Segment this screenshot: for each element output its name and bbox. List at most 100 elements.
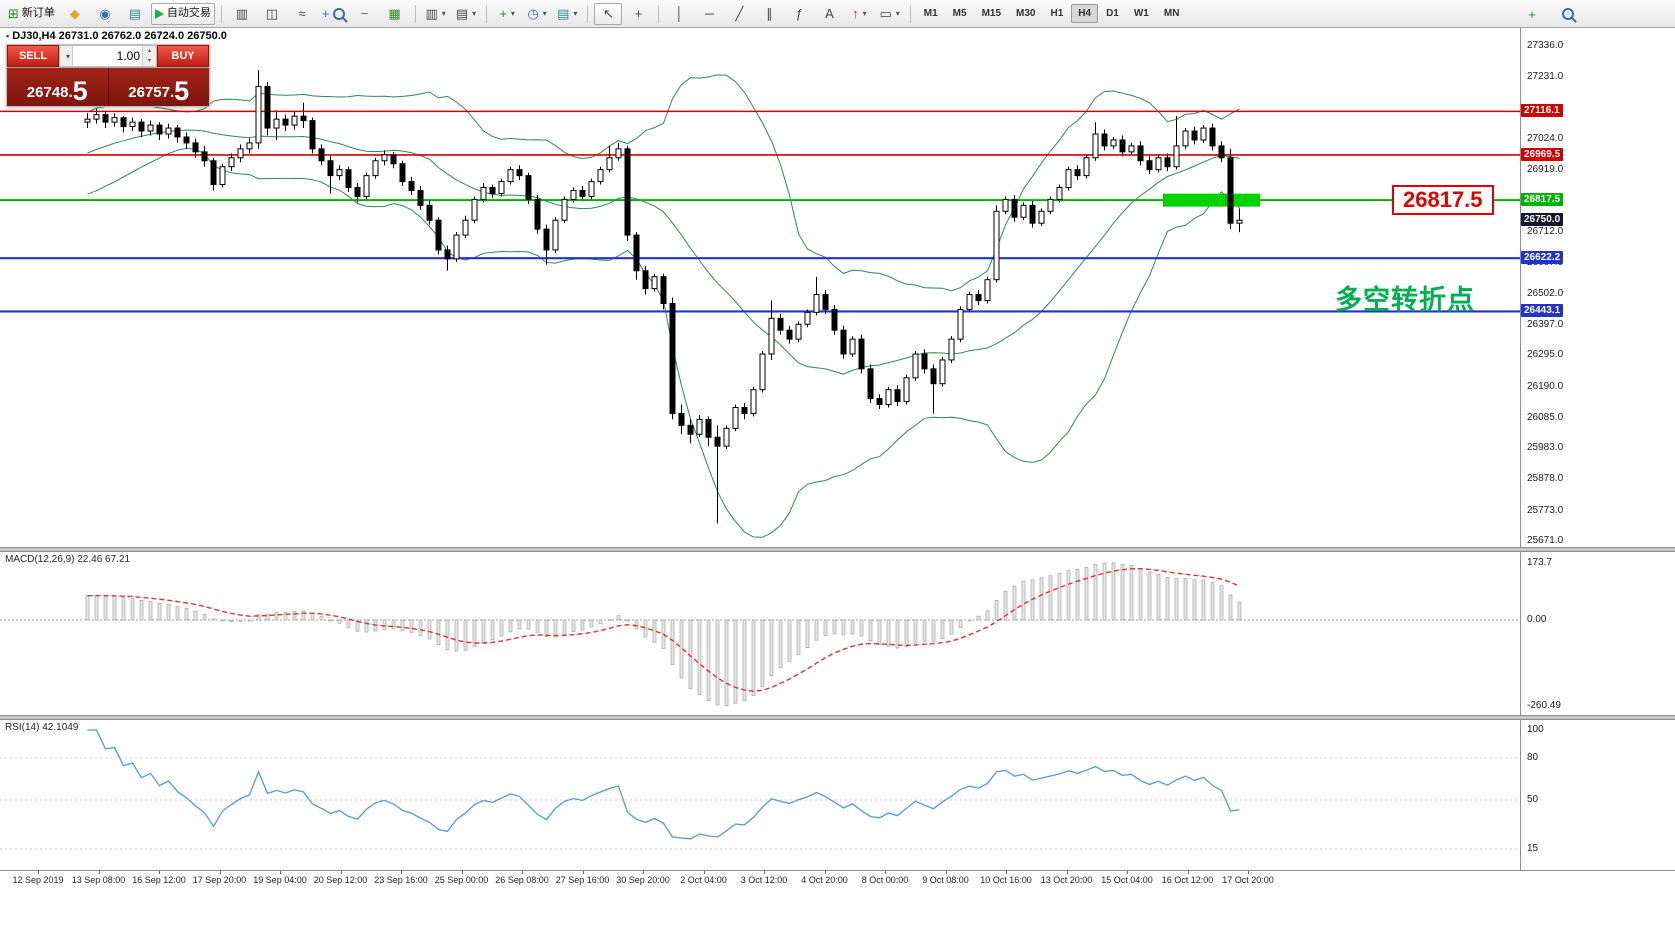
new-chart-icon: ▥ [425,6,438,21]
text-tool-button[interactable]: A [815,3,843,25]
date-label: 2 Oct 04:00 [680,875,727,885]
price-axis-label: 25773.0 [1527,504,1564,516]
macd-axis-label: -260.49 [1527,700,1561,711]
timeframe-group: M1 M5 M15 M30 H1 H4 D1 W1 MN [917,4,1187,23]
buy-price[interactable]: 26757. 5 [108,68,209,106]
plus-icon: + [1528,6,1536,22]
indicators-button[interactable]: + ▾ [499,6,515,21]
candlestick-icon: ◫ [265,6,279,21]
date-tick [401,871,402,874]
vertical-line-button[interactable]: │ [665,3,693,25]
clock-icon: ◷ [527,6,539,21]
timeframe-m30[interactable]: M30 [1016,8,1036,19]
macd-label: MACD(12,26,9) 22.46 67.21 [5,554,131,565]
sell-price[interactable]: 26748. 5 [7,68,109,106]
timeframe-m5[interactable]: M5 [952,8,967,19]
candlestick-chart[interactable] [0,28,1520,547]
date-label: 16 Sep 12:00 [132,875,186,885]
fibonacci-icon: ƒ [795,6,804,21]
date-label: 23 Sep 16:00 [374,875,428,885]
channel-icon: ∥ [766,6,773,21]
macd-chart[interactable] [0,552,1520,715]
panel-divider[interactable] [0,715,1675,720]
timeframe-w1[interactable]: W1 [1133,8,1149,19]
new-chart-button[interactable]: ▥ ▾ [425,6,446,21]
play-icon [154,8,164,19]
zoom-out-button[interactable]: − [351,3,379,25]
price-axis-label: 27336.0 [1527,40,1564,51]
date-tick [98,871,100,874]
price-level-badge: 26622.2 [1521,251,1564,265]
trendline-icon: ╱ [735,6,744,21]
auto-trading-button[interactable]: 自动交易 [150,2,215,25]
buy-button[interactable]: BUY [157,45,209,67]
cursor-button[interactable]: ↖ [594,2,623,25]
crosshair-button[interactable]: + [624,3,652,25]
date-tick [945,871,947,874]
channel-button[interactable]: ∥ [755,3,783,25]
axis-divider [1520,552,1521,715]
axis-divider [1520,28,1521,547]
timeframe-m15[interactable]: M15 [981,8,1002,19]
price-axis-label: 26295.0 [1527,349,1564,361]
news-button[interactable]: ▤ [121,3,149,25]
date-tick [764,871,765,874]
timeframe-m1[interactable]: M1 [923,8,938,19]
volume-dropdown-button[interactable]: ▾ [60,46,73,66]
trendline-button[interactable]: ╱ [725,3,753,25]
date-tick [1006,871,1007,874]
panel-divider[interactable] [0,547,1675,552]
horizontal-line-button[interactable]: ─ [695,3,723,25]
zoom-in-button[interactable]: + [318,3,349,25]
separator [658,4,660,23]
periods-button[interactable]: ◷ ▾ [527,6,547,21]
axis-divider [1520,720,1521,870]
community-button[interactable]: ◉ [91,3,119,25]
vertical-line-icon: │ [675,6,684,21]
fibonacci-button[interactable]: ƒ [785,3,813,25]
search-icon [1562,8,1574,20]
volume-input[interactable] [73,46,142,66]
date-label: 12 Sep 2019 [12,875,64,885]
date-label: 13 Oct 20:00 [1040,875,1093,885]
new-order-button[interactable]: ⊞ 新订单 [8,6,55,21]
timeframe-h1[interactable]: H1 [1050,8,1064,19]
separator [414,4,416,23]
timeframe-h4[interactable]: H4 [1071,4,1099,23]
price-axis-label: 26712.0 [1527,225,1564,237]
community-icon: ◉ [99,6,111,21]
shapes-button[interactable]: ▭ ▾ [879,6,900,21]
bar-chart-button[interactable]: ▥ [228,3,256,25]
date-label: 20 Sep 12:00 [313,875,368,885]
sell-button[interactable]: SELL [7,45,59,67]
candlestick-button[interactable]: ◫ [258,3,286,25]
date-label: 3 Oct 12:00 [740,875,788,885]
mql-market-button[interactable]: ◆ [61,3,89,25]
tile-windows-button[interactable]: ▦ [381,3,409,25]
date-label: 4 Oct 20:00 [801,875,848,885]
rsi-chart[interactable] [0,720,1520,870]
volume-down-button[interactable]: ▾ [143,56,156,66]
templates-button[interactable]: ▤ ▾ [557,6,578,21]
date-label: 13 Sep 08:00 [71,875,126,885]
rsi-panel: RSI(14) 42.1049 100 80 50 15 [0,720,1675,870]
separator [587,4,589,23]
timeframe-mn[interactable]: MN [1163,8,1180,19]
arrows-tool-button[interactable]: ↑ ▾ [852,6,867,21]
add-button[interactable]: + [1518,3,1546,25]
date-tick [280,871,281,874]
profiles-button[interactable]: ▤ ▾ [455,6,477,21]
volume-up-button[interactable]: ▴ [143,46,156,56]
date-tick [1187,871,1189,874]
date-label: 15 Oct 04:00 [1101,875,1153,885]
date-axis[interactable]: 12 Sep 2019 13 Sep 08:00 16 Sep 12:00 17 Se… [0,870,1675,891]
price-level-badge: 27116.1 [1521,104,1563,118]
timeframe-d1[interactable]: D1 [1106,8,1119,19]
date-tick [1248,871,1249,874]
line-chart-button[interactable]: ≈ [288,3,316,25]
date-label: 16 Oct 12:00 [1161,875,1214,885]
date-tick [219,871,221,874]
template-icon: ▤ [557,6,570,21]
separator [220,4,222,23]
search-button[interactable] [1554,3,1582,25]
